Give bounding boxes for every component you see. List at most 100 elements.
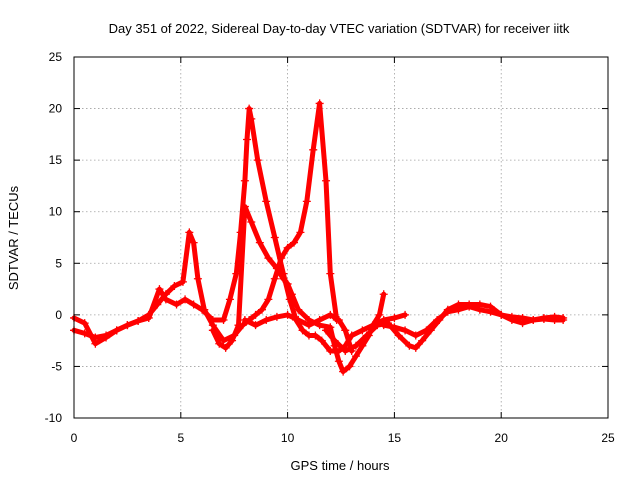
data-point bbox=[251, 310, 260, 319]
y-tick-label: 0 bbox=[55, 308, 62, 322]
data-point bbox=[298, 326, 307, 335]
data-point bbox=[294, 305, 303, 314]
data-point bbox=[272, 264, 281, 273]
data-point bbox=[208, 326, 217, 335]
data-point bbox=[290, 238, 299, 247]
data-point bbox=[379, 321, 388, 330]
data-point bbox=[422, 326, 431, 335]
data-point bbox=[283, 279, 292, 288]
data-point bbox=[330, 336, 339, 345]
data-point bbox=[326, 323, 335, 332]
data-point bbox=[334, 316, 343, 325]
data-point bbox=[251, 321, 260, 330]
data-point bbox=[219, 336, 228, 345]
data-point bbox=[245, 104, 254, 113]
data-point bbox=[315, 316, 324, 325]
series-line bbox=[242, 312, 355, 354]
data-point bbox=[475, 305, 484, 314]
y-tick-label: -5 bbox=[51, 359, 62, 373]
plot-frame bbox=[73, 56, 609, 419]
y-tick-label: 15 bbox=[49, 153, 63, 167]
data-point bbox=[178, 277, 187, 286]
series-track-5 bbox=[322, 300, 568, 355]
data-point bbox=[283, 310, 292, 319]
data-point bbox=[234, 321, 243, 330]
data-point bbox=[486, 307, 495, 316]
data-point bbox=[443, 307, 452, 316]
y-tick-label: -10 bbox=[45, 411, 63, 425]
data-point bbox=[189, 300, 198, 309]
data-point bbox=[539, 313, 548, 322]
grid-lines bbox=[74, 57, 608, 418]
data-point bbox=[153, 300, 162, 309]
data-point bbox=[189, 238, 198, 247]
data-point bbox=[262, 316, 271, 325]
data-point bbox=[411, 331, 420, 340]
x-axis-label: GPS time / hours bbox=[291, 458, 390, 473]
y-tick-label: 10 bbox=[49, 205, 63, 219]
data-point bbox=[264, 295, 273, 304]
data-point bbox=[401, 326, 410, 335]
data-point bbox=[172, 300, 181, 309]
data-point bbox=[264, 254, 273, 263]
data-point bbox=[411, 343, 420, 352]
y-tick-label: 5 bbox=[55, 256, 62, 270]
data-point bbox=[326, 269, 335, 278]
data-point bbox=[529, 316, 538, 325]
data-point bbox=[394, 331, 403, 340]
x-tick-label: 15 bbox=[388, 431, 402, 445]
data-point bbox=[326, 346, 335, 355]
data-point bbox=[161, 290, 170, 299]
data-point bbox=[375, 310, 384, 319]
x-tick-label: 5 bbox=[177, 431, 184, 445]
data-point bbox=[247, 218, 256, 227]
data-point bbox=[418, 336, 427, 345]
data-point bbox=[181, 295, 190, 304]
data-point bbox=[262, 197, 271, 206]
data-point bbox=[185, 228, 194, 237]
data-point bbox=[247, 114, 256, 123]
data-point bbox=[144, 310, 153, 319]
data-point bbox=[454, 305, 463, 314]
data-point bbox=[322, 176, 331, 185]
data-point bbox=[279, 274, 288, 283]
data-point bbox=[215, 339, 224, 348]
data-point bbox=[390, 313, 399, 322]
data-point bbox=[200, 305, 209, 314]
data-point bbox=[253, 156, 262, 165]
data-point bbox=[283, 243, 292, 252]
data-point bbox=[270, 274, 279, 283]
data-point bbox=[326, 310, 335, 319]
data-point bbox=[240, 316, 249, 325]
data-point bbox=[322, 326, 331, 335]
x-tick-label: 0 bbox=[71, 431, 78, 445]
data-point bbox=[225, 295, 234, 304]
series-layer bbox=[70, 99, 568, 376]
data-point bbox=[219, 316, 228, 325]
tick-layer: 0 5 10 15 20 25 -10 -5 0 5 10 15 20 25 bbox=[45, 50, 615, 445]
data-point bbox=[134, 317, 143, 326]
data-point bbox=[315, 99, 324, 108]
series-line bbox=[381, 304, 566, 338]
data-point bbox=[277, 254, 286, 263]
data-point bbox=[345, 362, 354, 371]
data-point bbox=[518, 313, 527, 322]
chart-title: Day 351 of 2022, Sidereal Day-to-day VTE… bbox=[109, 21, 570, 36]
data-point bbox=[559, 313, 568, 322]
x-tick-label: 20 bbox=[495, 431, 509, 445]
data-point bbox=[401, 310, 410, 319]
data-point bbox=[351, 341, 360, 350]
data-point bbox=[550, 312, 559, 321]
data-point bbox=[379, 290, 388, 299]
data-point bbox=[294, 316, 303, 325]
data-point bbox=[311, 331, 320, 340]
data-point bbox=[112, 326, 121, 335]
data-point bbox=[405, 341, 414, 350]
series-track-6 bbox=[379, 302, 568, 340]
y-tick-label: 20 bbox=[49, 102, 63, 116]
data-point bbox=[123, 321, 132, 330]
data-point bbox=[304, 321, 313, 330]
data-point bbox=[80, 329, 89, 338]
data-point bbox=[317, 336, 326, 345]
